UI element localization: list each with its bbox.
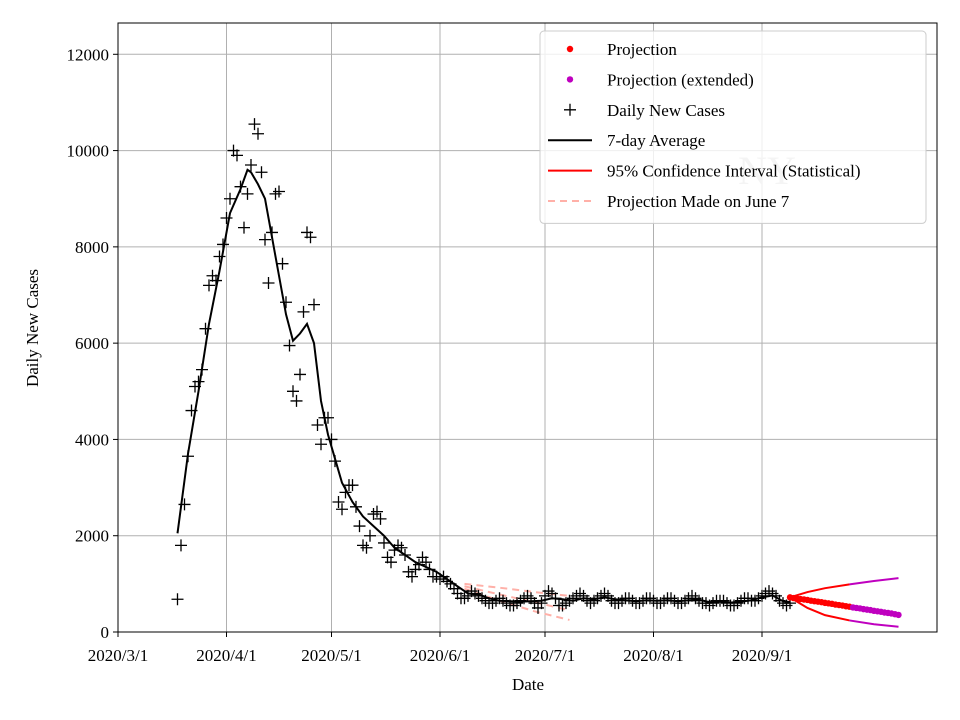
data-point bbox=[182, 450, 194, 463]
axes: 2020/3/1 2020/4/1 2020/5/1 2020/6/1 2020/7/1… bbox=[67, 45, 793, 665]
y-tick-label: 10000 bbox=[67, 142, 110, 161]
data-point bbox=[304, 231, 317, 244]
data-point bbox=[395, 541, 408, 554]
data-point bbox=[238, 221, 250, 234]
data-point bbox=[245, 159, 257, 172]
line bbox=[849, 577, 899, 586]
legend-label: 7-day Average bbox=[607, 131, 705, 150]
data-point bbox=[220, 211, 233, 224]
x-tick-label: 2020/9/1 bbox=[732, 646, 792, 665]
line bbox=[789, 583, 850, 599]
data-point bbox=[325, 433, 338, 446]
data-point bbox=[346, 479, 359, 492]
data-point bbox=[290, 394, 303, 407]
line bbox=[849, 619, 899, 628]
data-point bbox=[175, 539, 187, 552]
data-point bbox=[308, 298, 320, 311]
data-point bbox=[210, 274, 222, 287]
data-point bbox=[276, 257, 289, 270]
plot-frame bbox=[117, 22, 938, 633]
data-point bbox=[420, 556, 432, 569]
y-tick-label: 12000 bbox=[67, 45, 110, 64]
data-point bbox=[273, 185, 285, 198]
y-tick-label: 0 bbox=[101, 623, 110, 642]
legend-label: 95% Confidence Interval (Statistical) bbox=[607, 162, 861, 181]
data-point bbox=[213, 250, 226, 263]
data-point bbox=[192, 375, 205, 388]
y-tick-label: 8000 bbox=[75, 238, 109, 257]
data-point bbox=[171, 593, 184, 606]
data-point bbox=[371, 505, 383, 518]
data-point bbox=[329, 455, 341, 468]
y-tick-label: 2000 bbox=[75, 527, 109, 546]
data-point bbox=[332, 496, 345, 509]
data-point bbox=[385, 556, 397, 569]
x-tick-label: 2020/6/1 bbox=[410, 646, 470, 665]
data-point bbox=[203, 279, 215, 292]
data-point bbox=[252, 127, 264, 140]
data-point bbox=[259, 233, 271, 246]
data-point bbox=[287, 385, 299, 398]
data-point bbox=[185, 404, 198, 417]
x-tick-label: 2020/8/1 bbox=[623, 646, 683, 665]
data-point bbox=[262, 276, 275, 289]
data-point bbox=[549, 592, 562, 605]
y-axis-label: Daily New Cases bbox=[23, 269, 42, 387]
x-tick-label: 2020/7/1 bbox=[515, 646, 575, 665]
data-point bbox=[178, 498, 191, 511]
line bbox=[789, 596, 850, 622]
data-point bbox=[322, 411, 334, 424]
x-tick-label: 2020/3/1 bbox=[88, 646, 148, 665]
data-point bbox=[294, 368, 306, 381]
data-point bbox=[535, 597, 548, 610]
data-point bbox=[315, 438, 327, 451]
y-tick-label: 6000 bbox=[75, 334, 109, 353]
data-point bbox=[311, 418, 324, 431]
legend-label: Projection (extended) bbox=[607, 70, 754, 89]
data-point bbox=[283, 339, 296, 352]
data-point bbox=[339, 486, 352, 499]
data-point bbox=[364, 529, 376, 542]
data-point bbox=[231, 149, 243, 162]
legend-marker bbox=[566, 45, 574, 53]
data-point bbox=[353, 520, 366, 533]
y-tick-label: 4000 bbox=[75, 430, 109, 449]
data-point bbox=[399, 548, 411, 561]
data-point bbox=[374, 512, 387, 525]
legend-box bbox=[539, 30, 927, 224]
legend: Projection Projection (extended) Daily New… bbox=[539, 30, 927, 224]
data-point bbox=[413, 558, 425, 571]
data-point bbox=[350, 500, 362, 513]
plot bbox=[171, 118, 902, 628]
data-point bbox=[280, 296, 292, 309]
data-point bbox=[423, 563, 436, 576]
legend-marker bbox=[566, 76, 574, 83]
data-point bbox=[199, 322, 212, 335]
data-point bbox=[255, 166, 268, 179]
x-tick-label: 2020/5/1 bbox=[301, 646, 361, 665]
legend-label: Projection Made on June 7 bbox=[607, 192, 790, 211]
legend-label: Projection bbox=[607, 40, 677, 59]
data-point bbox=[336, 503, 348, 516]
data-point bbox=[297, 305, 310, 318]
data-point bbox=[895, 611, 902, 619]
data-point bbox=[360, 541, 373, 554]
data-point bbox=[224, 192, 236, 205]
legend-label: Daily New Cases bbox=[607, 101, 725, 120]
data-point bbox=[234, 180, 247, 193]
x-tick-label: 2020/4/1 bbox=[196, 646, 256, 665]
data-point bbox=[266, 226, 278, 239]
data-point bbox=[241, 187, 254, 200]
x-axis-label: Date bbox=[512, 675, 544, 694]
data-point bbox=[248, 118, 261, 131]
data-point bbox=[217, 238, 229, 251]
legend-marker bbox=[564, 103, 576, 116]
data-point bbox=[196, 363, 208, 376]
data-point bbox=[378, 536, 390, 549]
data-point bbox=[406, 570, 418, 583]
